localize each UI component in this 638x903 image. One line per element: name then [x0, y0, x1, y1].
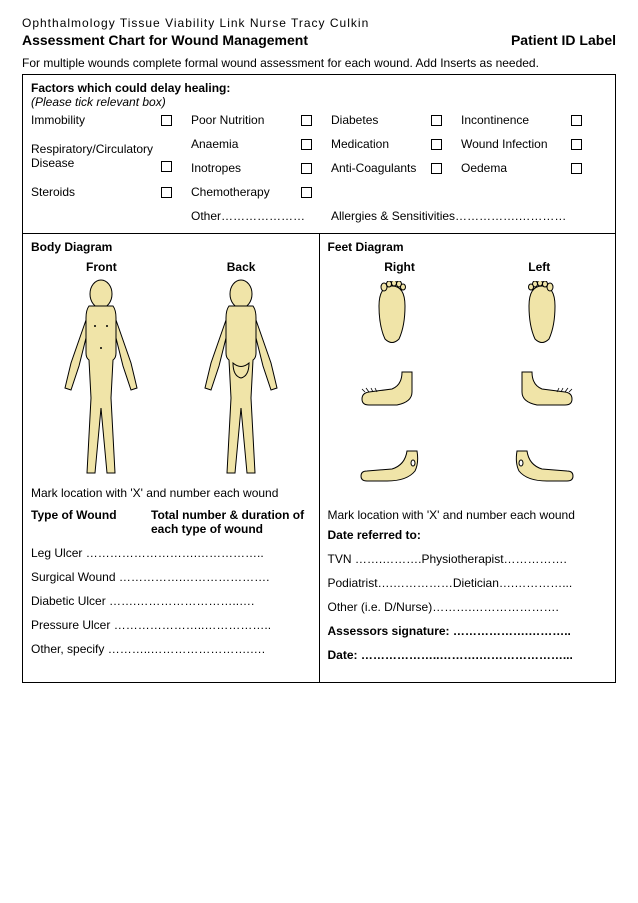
feet-figures: [328, 278, 608, 500]
wound-pressure[interactable]: Pressure Ulcer …………………..……………..: [31, 618, 311, 632]
factor-nutrition: Poor Nutrition: [191, 113, 301, 127]
foot-sole-right-icon: [367, 281, 417, 346]
foot-side-right-icon: [357, 443, 427, 488]
checkbox[interactable]: [301, 163, 312, 174]
date-referred-head: Date referred to:: [328, 528, 608, 542]
back-label: Back: [227, 260, 256, 274]
checkbox[interactable]: [161, 187, 172, 198]
checkbox[interactable]: [571, 115, 582, 126]
body-front-icon: [51, 278, 151, 478]
checkbox[interactable]: [431, 115, 442, 126]
checkbox[interactable]: [301, 187, 312, 198]
feet-diagram-title: Feet Diagram: [328, 240, 608, 254]
factor-steroids: Steroids: [31, 185, 161, 199]
department-line: Ophthalmology Tissue Viability Link Nurs…: [22, 16, 616, 30]
factors-heading: Factors which could delay healing:: [31, 81, 607, 95]
factor-medication: Medication: [331, 137, 431, 151]
foot-side-left-icon: [507, 443, 577, 488]
factors-sub: (Please tick relevant box): [31, 95, 607, 109]
checkbox[interactable]: [161, 115, 172, 126]
type-head: Type of Wound: [31, 508, 151, 536]
instruction-text: For multiple wounds complete formal woun…: [22, 56, 616, 70]
factor-inotropes: Inotropes: [191, 161, 301, 175]
assessor-signature[interactable]: Assessors signature: ……………….………..: [328, 624, 608, 638]
factor-allergies: Allergies & Sensitivities…………….…………: [331, 209, 601, 223]
foot-sole-left-icon: [517, 281, 567, 346]
total-head: Total number & duration of each type of …: [151, 508, 311, 536]
factor-diabetes: Diabetes: [331, 113, 431, 127]
checkbox[interactable]: [161, 161, 172, 172]
wound-type-header: Type of Wound Total number & duration of…: [31, 508, 311, 536]
body-diagram-col: Body Diagram Front Back: [23, 234, 320, 682]
factor-immobility: Immobility: [31, 113, 161, 127]
factor-anticoag: Anti-Coagulants: [331, 161, 431, 175]
right-label: Right: [384, 260, 415, 274]
factor-oedema: Oedema: [461, 161, 571, 175]
foot-top-left-icon: [507, 367, 577, 412]
page-title: Assessment Chart for Wound Management: [22, 32, 308, 48]
form-outer: Factors which could delay healing: (Plea…: [22, 74, 616, 683]
ref-other[interactable]: Other (i.e. D/Nurse)……….………………….: [328, 600, 608, 614]
ref-tvn[interactable]: TVN …….……….Physiotherapist…………….: [328, 552, 608, 566]
body-figures: [31, 278, 311, 478]
factor-infection: Wound Infection: [461, 137, 571, 151]
body-diagram-title: Body Diagram: [31, 240, 311, 254]
foot-top-right-icon: [357, 367, 427, 412]
patient-id-label: Patient ID Label: [511, 32, 616, 48]
factor-incontinence: Incontinence: [461, 113, 571, 127]
wound-surgical[interactable]: Surgical Wound …………….………………….: [31, 570, 311, 584]
front-label: Front: [86, 260, 117, 274]
left-label: Left: [528, 260, 550, 274]
checkbox[interactable]: [571, 139, 582, 150]
assessment-date[interactable]: Date: ………………..……….…………………...: [328, 648, 608, 662]
ref-podiatrist[interactable]: Podiatrist….……………Dietician….…………...: [328, 576, 608, 590]
diagram-row: Body Diagram Front Back: [23, 234, 615, 682]
feet-mark-text: Mark location with 'X' and number each w…: [328, 508, 608, 522]
factor-other: Other…………………: [191, 209, 331, 223]
title-row: Assessment Chart for Wound Management Pa…: [22, 32, 616, 48]
checkbox[interactable]: [301, 115, 312, 126]
wound-diabetic[interactable]: Diabetic Ulcer …….……………………..….: [31, 594, 311, 608]
factors-section: Factors which could delay healing: (Plea…: [23, 75, 615, 234]
factor-anaemia: Anaemia: [191, 137, 301, 151]
feet-diagram-col: Feet Diagram Right Left Mark location wi…: [320, 234, 616, 682]
checkbox[interactable]: [431, 163, 442, 174]
factor-chemo: Chemotherapy: [191, 185, 301, 199]
checkbox[interactable]: [571, 163, 582, 174]
body-back-icon: [191, 278, 291, 478]
body-mark-text: Mark location with 'X' and number each w…: [31, 486, 311, 500]
checkbox[interactable]: [431, 139, 442, 150]
factors-grid: Immobility Poor Nutrition Diabetes Incon…: [31, 113, 607, 223]
checkbox[interactable]: [301, 139, 312, 150]
wound-other[interactable]: Other, specify ………..…………………….….: [31, 642, 311, 656]
wound-leg-ulcer[interactable]: Leg Ulcer ……………………….……………..: [31, 546, 311, 560]
